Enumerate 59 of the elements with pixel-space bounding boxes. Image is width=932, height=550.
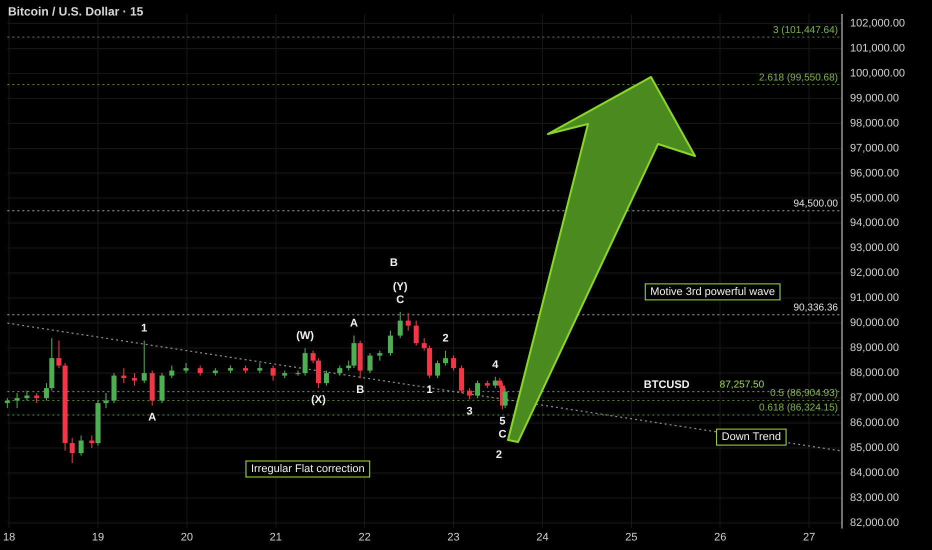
y-tick-label: 87,000.00 <box>850 392 899 404</box>
y-tick-label: 97,000.00 <box>850 142 899 154</box>
annotation: B <box>356 384 364 396</box>
y-tick-label: 95,000.00 <box>850 192 899 204</box>
annotation: (W) <box>296 330 314 342</box>
annotation: B <box>390 257 398 270</box>
y-tick-label: 88,000.00 <box>850 367 899 380</box>
x-tick-label: 26 <box>714 532 726 544</box>
chart-title: Bitcoin / U.S. Dollar · 15 <box>8 4 144 18</box>
y-tick-label: 85,000.00 <box>850 442 899 454</box>
x-tick-label: 24 <box>536 532 549 544</box>
x-tick-label: 27 <box>802 532 816 544</box>
annotation: Motive 3rd powerful wave <box>650 286 775 298</box>
y-tick-label: 102,000.00 <box>850 17 906 30</box>
y-tick-label: 91,000.00 <box>850 292 899 304</box>
y-tick-label: 92,000.00 <box>850 267 899 280</box>
y-tick-label: 100,000.00 <box>850 67 906 80</box>
y-tick-label: 90,000.00 <box>850 317 899 330</box>
ref-line-label: 90,336.36 <box>794 302 838 314</box>
x-tick-label: 25 <box>625 532 638 544</box>
annotation: A <box>148 412 156 424</box>
x-tick-label: 21 <box>270 532 282 544</box>
y-tick-label: 94,000.00 <box>850 217 899 230</box>
y-tick-label: 98,000.00 <box>850 117 899 130</box>
x-tick-label: 18 <box>2 532 16 544</box>
ref-line-label: 94,500.00 <box>794 198 838 210</box>
y-tick-label: 86,000.00 <box>850 417 899 430</box>
x-tick-label: 19 <box>92 532 104 544</box>
y-tick-label: 93,000.00 <box>850 242 899 254</box>
ref-line-label: 2.618 (99,550.68) <box>759 72 838 84</box>
y-tick-label: 82,000.00 <box>850 517 899 530</box>
ref-line-label: 3 (101,447.64) <box>772 24 838 36</box>
y-tick-label: 96,000.00 <box>850 167 899 180</box>
y-tick-label: 84,000.00 <box>850 467 899 480</box>
annotation: 4 <box>492 358 500 371</box>
y-tick-label: 99,000.00 <box>850 92 899 104</box>
annotation: Down Trend <box>722 431 781 444</box>
ref-line-label: 0.618 (86,324.15) <box>759 402 838 414</box>
annotation: (Y) <box>392 280 408 293</box>
annotation: C <box>396 294 404 306</box>
annotation: 1 <box>426 384 433 396</box>
ref-line-label: 0.5 (86,904.93) <box>770 388 838 400</box>
y-tick-label: 83,000.00 <box>850 492 899 504</box>
annotation: 2 <box>442 332 449 345</box>
annotation: C <box>498 428 506 440</box>
annotation: 2 <box>496 449 502 462</box>
y-tick-label: 89,000.00 <box>850 342 899 354</box>
annotation: 3 <box>466 405 473 418</box>
annotation: A <box>350 318 358 330</box>
x-tick-label: 22 <box>358 532 371 544</box>
ref-line-label: 87,257.50 <box>720 379 765 390</box>
annotation: BTCUSD <box>644 378 690 391</box>
annotation: (X) <box>311 394 326 406</box>
x-tick-label: 20 <box>180 532 194 544</box>
annotation: 1 <box>141 322 148 335</box>
y-tick-label: 101,000.00 <box>850 42 906 54</box>
x-tick-label: 23 <box>447 532 460 544</box>
annotation: 5 <box>499 415 506 428</box>
annotation: Irregular Flat correction <box>250 462 365 475</box>
